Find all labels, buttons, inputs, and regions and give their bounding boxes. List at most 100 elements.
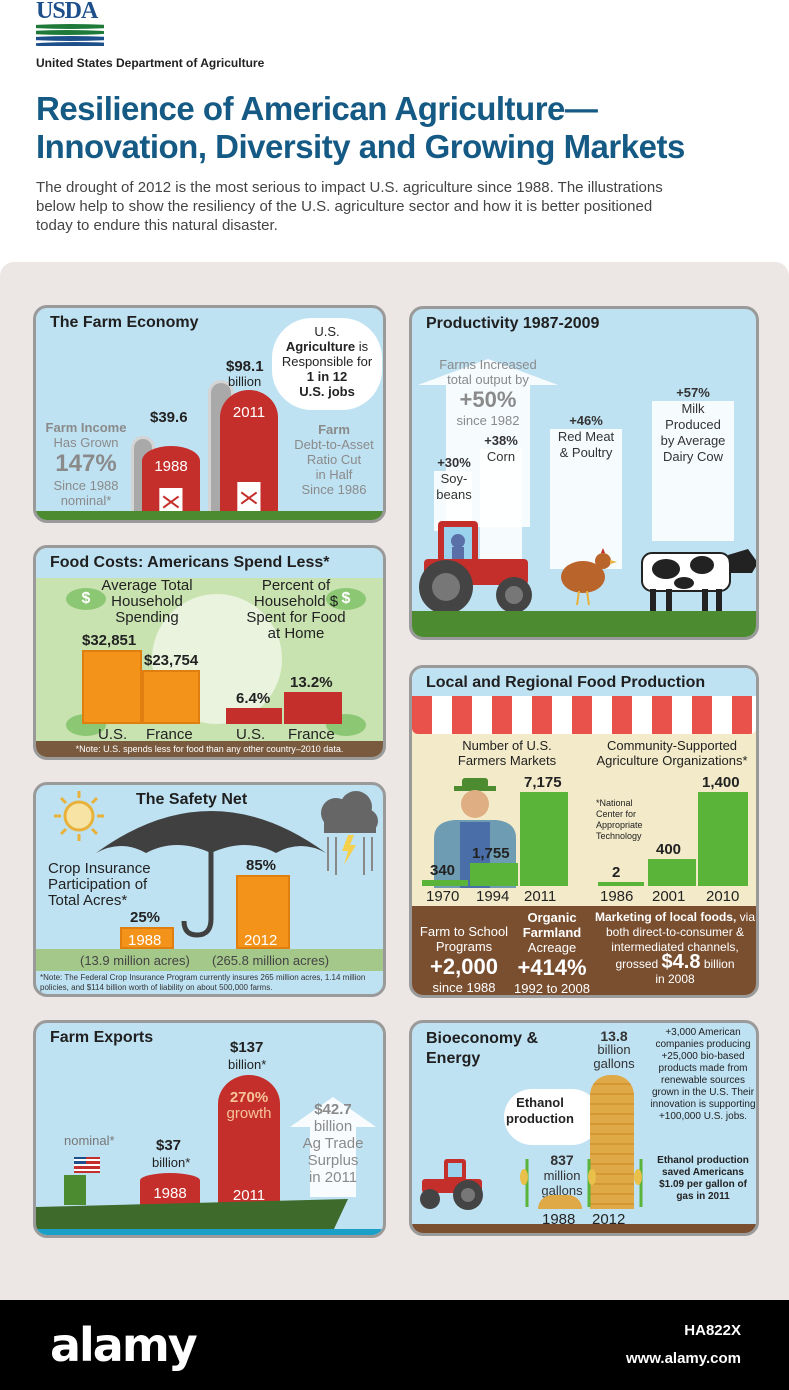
alamy-url: www.alamy.com [625, 1350, 741, 1367]
corn-plant-icon [587, 1159, 596, 1207]
ethanol-1988-year: 1988 [542, 1211, 576, 1228]
ethanol-1988-value: 837 million gallons [541, 1152, 583, 1199]
us-spending-value: $32,851 [82, 632, 137, 649]
csa-header: Community-Supported Agriculture Organiza… [596, 738, 748, 768]
france-label: France [288, 726, 335, 743]
us-percent-bar [226, 708, 282, 724]
productivity-title: Productivity 1987-2009 [426, 315, 600, 332]
insurance-1988-value: 25% [130, 909, 161, 926]
farm-exports-title: Farm Exports [50, 1029, 154, 1046]
safety-net-title: The Safety Net [136, 791, 248, 808]
csa-bar-1986 [598, 882, 644, 886]
csa-bar-2010 [698, 792, 748, 886]
farm-exports-card: Farm Exports nominal* $37 billion* 1988 … [33, 1020, 386, 1238]
csa-footnote: *National Center for Appropriate Technol… [596, 798, 643, 841]
cloud-icon [504, 1089, 600, 1145]
income-1988-value: $39.6 [150, 409, 188, 426]
usda-logo-text: USDA [36, 0, 98, 24]
insurance-1988-year: 1988 [128, 932, 162, 949]
fm-year: 2011 [524, 888, 557, 905]
barn-2011: 2011 [220, 390, 278, 514]
title-line-1: Resilience of American Agriculture— [36, 90, 598, 127]
food-costs-note: *Note: U.S. spends less for food than an… [36, 741, 383, 757]
grass-strip [36, 511, 383, 520]
exports-1988-year: 1988 [153, 1185, 187, 1202]
farmers-market-bar-1994 [470, 863, 518, 886]
food-costs-title: Food Costs: Americans Spend Less* [50, 554, 330, 571]
dollar-icon: $ [326, 588, 366, 610]
farmers-market-value: 7,175 [524, 774, 562, 791]
farmers-markets-header: Number of U.S. Farmers Markets [457, 738, 557, 768]
insurance-2012-bar [236, 875, 290, 949]
meat-label: +46% Red Meat & Poultry [557, 413, 615, 460]
spending-header: Average Total Household Spending [101, 577, 193, 626]
arrow-up-icon [290, 1097, 376, 1197]
csa-value: 1,400 [702, 774, 740, 791]
organic-farmland: Organic Farmland Acreage +414% 1992 to 2… [514, 910, 590, 996]
soy-label: +30% Soy- beans [436, 455, 472, 502]
exports-2011-unit: billion* [228, 1057, 267, 1072]
storm-cloud-icon [321, 791, 378, 875]
cloud-icon [272, 318, 382, 410]
awning-icon [412, 696, 756, 734]
title-line-2: Innovation, Diversity and Growing Market… [36, 128, 685, 165]
farmer-icon [434, 778, 516, 888]
france-spending-bar [142, 670, 200, 724]
farmers-market-bar-1970 [422, 880, 468, 886]
page-title: Resilience of American Agriculture— Inno… [36, 90, 685, 166]
barn-1988-year: 1988 [154, 458, 188, 475]
usda-field-icon [36, 22, 104, 46]
tractor-icon [419, 521, 532, 614]
exports-2011-value: $137 [230, 1039, 264, 1056]
us-label: U.S. [98, 726, 128, 743]
barn-2011-year: 2011 [232, 404, 266, 421]
us-spending-bar [82, 650, 142, 724]
corn-plant-icon [634, 1159, 643, 1207]
ethanol-2012-year: 2012 [592, 1211, 626, 1228]
csa-year: 1986 [600, 888, 634, 905]
corn-bar [480, 449, 522, 569]
crop-insurance-label: Crop Insurance Participation of Total Ac… [48, 860, 151, 909]
fm-year: 1994 [476, 888, 510, 905]
corn-label: +38% Corn [484, 433, 518, 464]
farmers-market-value: 1,755 [472, 845, 510, 862]
farm-economy-title: The Farm Economy [50, 314, 199, 331]
exports-growth-pct: 270% [229, 1089, 269, 1106]
meat-bar [550, 429, 622, 569]
barn-1988: 1988 [142, 446, 200, 514]
exports-1988-value: $37 [156, 1137, 182, 1154]
department-name: United States Department of Agriculture [36, 56, 265, 70]
local-food-title: Local and Regional Food Production [426, 674, 706, 691]
france-percent-bar [284, 692, 342, 724]
exports-barn-2011: 270% growth 2011 [218, 1075, 280, 1207]
farms-output-callout: Farms Increased total output by +50% sin… [439, 357, 537, 428]
exports-growth-label: growth [226, 1105, 272, 1122]
acres-2012: (265.8 million acres) [212, 953, 330, 968]
fm-year: 1970 [426, 888, 460, 905]
us-label: U.S. [236, 726, 266, 743]
grass-strip [412, 611, 756, 637]
acres-1988: (13.9 million acres) [80, 953, 190, 968]
safety-net-note: *Note: The Federal Crop Insurance Progra… [40, 973, 366, 992]
alamy-logo: alamy [50, 1318, 198, 1372]
productivity-card: Productivity 1987-2009 Farms Increased t… [409, 306, 759, 640]
tractor-icon [420, 1159, 483, 1210]
ethanol-1988-silo [538, 1195, 582, 1209]
us-percent-value: 6.4% [236, 690, 271, 707]
farmers-market-bar-2011 [520, 792, 568, 886]
bioeconomy-card: Bioeconomy & Energy Ethanol production 1… [409, 1020, 759, 1236]
corn-plant-icon [520, 1159, 529, 1207]
ethanol-2012-silo [590, 1075, 634, 1209]
france-label: France [146, 726, 193, 743]
bio-based-products: +3,000 American companies producing +25,… [650, 1027, 756, 1122]
jobs-callout: U.S. Agriculture is Responsible for 1 in… [281, 324, 373, 399]
insurance-2012-value: 85% [246, 857, 277, 874]
watermark-footer: alamy HA822X www.alamy.com [0, 1300, 789, 1390]
ethanol-2012-value: 13.8 billion gallons [593, 1028, 635, 1071]
france-spending-value: $23,754 [144, 652, 199, 669]
farm-to-school: Farm to School Programs +2,000 since 198… [419, 924, 509, 995]
csa-year: 2010 [706, 888, 740, 905]
safety-net-card: The Safety Net Crop Insurance Participat… [33, 782, 386, 997]
insurance-2012-year: 2012 [244, 932, 278, 949]
income-2011-unit: billion [228, 374, 262, 389]
